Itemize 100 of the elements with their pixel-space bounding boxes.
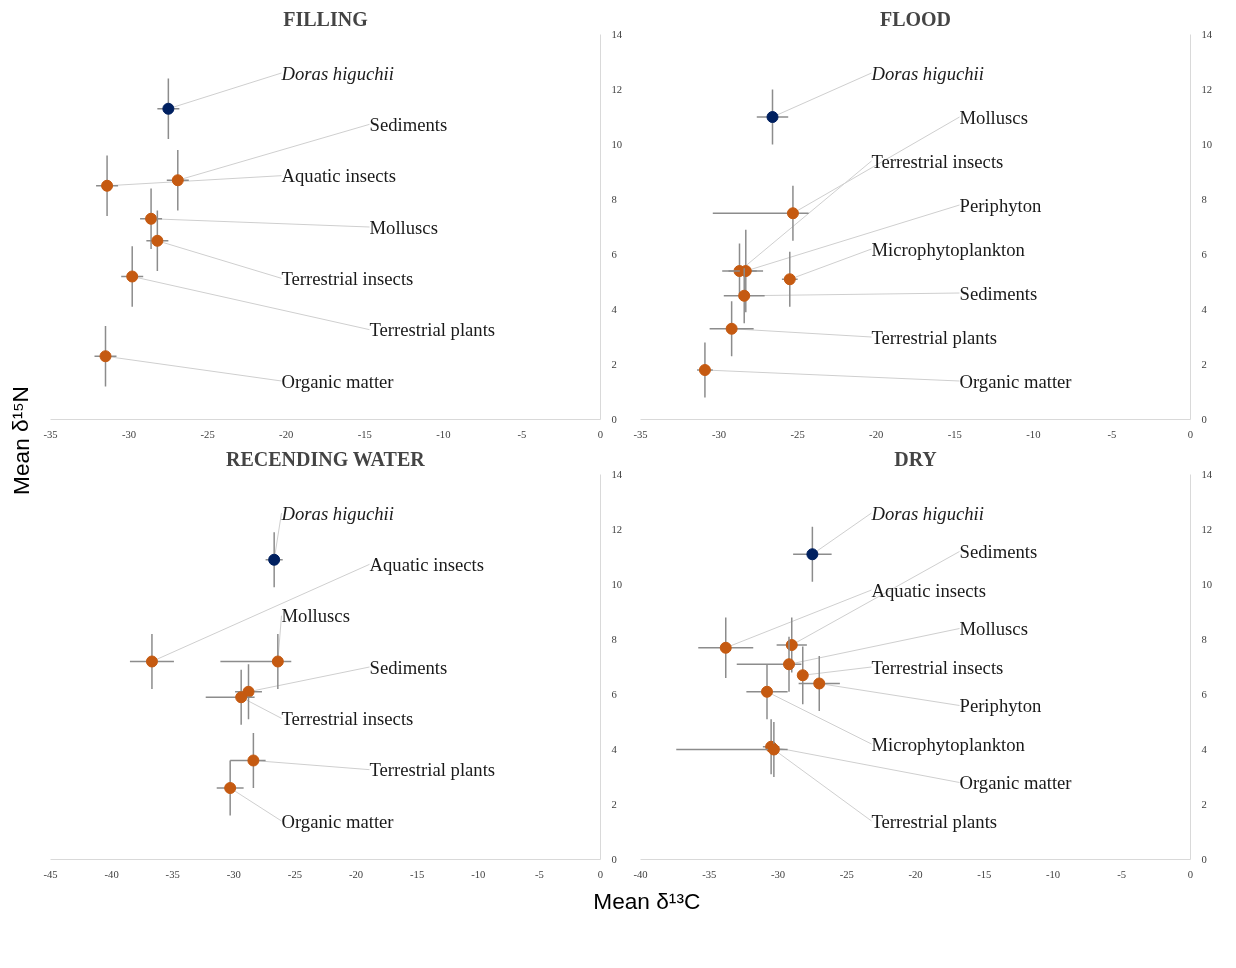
y-tick-label: 14 [1201, 29, 1213, 40]
text: Organic matter [281, 810, 395, 832]
text: Terrestrial insects [871, 150, 1004, 172]
x-tick-label: -5 [534, 868, 544, 880]
x-tick-label: -15 [357, 428, 372, 440]
text: Terrestrial plants [369, 759, 496, 781]
x-tick-label: -35 [165, 868, 180, 880]
y-tick-label: 8 [611, 634, 617, 645]
y-tick-label: 0 [611, 414, 617, 425]
x-tick-label: -20 [279, 428, 294, 440]
y-tick-label: 4 [611, 304, 618, 315]
x-tick-label: -15 [410, 868, 425, 880]
text: Sediments [959, 282, 1038, 304]
chart-title: FLOOD [879, 7, 952, 30]
text: Molluscs [959, 106, 1028, 128]
text: Aquatic insects [369, 553, 484, 575]
x-tick-label: -10 [471, 868, 486, 880]
y-tick-label: 2 [611, 799, 617, 810]
text: Doras higuchii [870, 502, 984, 524]
y-tick-label: 6 [1201, 689, 1208, 700]
text: Periphyton [959, 194, 1043, 216]
x-tick-label: -20 [908, 868, 923, 880]
y-tick-label: 2 [1201, 359, 1207, 370]
x-tick-label: -20 [348, 868, 364, 880]
y-tick-label: 12 [1201, 524, 1213, 535]
x-tick-label: -35 [702, 868, 717, 880]
x-tick-label: 0 [597, 428, 604, 440]
y-tick-label: 8 [611, 194, 617, 205]
y-tick-label: 8 [1201, 634, 1207, 645]
y-tick-label: 2 [1201, 799, 1207, 810]
x-tick-label: -25 [200, 428, 215, 440]
y-tick-label: 12 [611, 84, 623, 95]
y-tick-label: 14 [1201, 469, 1213, 480]
y-tick-label: 14 [611, 469, 623, 480]
y-tick-label: 6 [1201, 249, 1208, 260]
x-tick-label: -30 [121, 428, 137, 440]
chart-title: DRY [894, 447, 938, 470]
text: Molluscs [959, 618, 1028, 639]
text: Sediments [369, 656, 448, 678]
text: Terrestrial insects [871, 656, 1004, 678]
text: Microphytoplankton [871, 238, 1026, 260]
x-tick-label: -25 [839, 868, 854, 880]
text: Periphyton [959, 695, 1043, 716]
y-tick-label: 0 [611, 854, 617, 865]
y-tick-label: 4 [1201, 304, 1208, 315]
y-tick-label: 10 [1201, 579, 1213, 590]
y-tick-label: 6 [611, 249, 618, 260]
text: Organic matter [959, 370, 1073, 392]
x-tick-label: -15 [977, 868, 992, 880]
x-tick-label: -5 [517, 428, 527, 440]
x-tick-label: -40 [633, 868, 648, 880]
y-tick-label: 10 [611, 139, 623, 150]
series-label: Molluscs [281, 605, 350, 627]
x-tick-label: -25 [790, 428, 805, 440]
series-label: Terrestrial insects [281, 707, 414, 729]
x-tick-label: -25 [287, 868, 303, 880]
y-tick-label: 10 [1201, 139, 1213, 150]
x-tick-label: -5 [1107, 428, 1117, 440]
text: Organic matter [959, 772, 1073, 793]
chart-title: FILLING [283, 7, 369, 30]
y-tick-label: 12 [611, 524, 623, 535]
y-tick-label: 14 [611, 29, 623, 40]
text: Sediments [959, 541, 1038, 562]
y-tick-label: 0 [1201, 414, 1207, 425]
chart-title: RECENDING WATER [225, 447, 426, 470]
text: Aquatic insects [281, 165, 396, 187]
text: Molluscs [369, 216, 438, 238]
y-tick-label: 0 [1201, 854, 1207, 865]
text: Terrestrial plants [871, 326, 998, 348]
text: Terrestrial plants [369, 319, 496, 341]
text: Organic matter [281, 370, 395, 392]
x-tick-label: -35 [43, 428, 58, 440]
x-tick-label: -30 [770, 868, 786, 880]
x-tick-label: -30 [711, 428, 727, 440]
y-axis-title: Mean δ¹⁵N [7, 386, 34, 495]
text: Microphytoplankton [871, 733, 1026, 755]
y-tick-label: 4 [1201, 744, 1208, 755]
y-tick-label: 10 [611, 579, 623, 590]
y-tick-label: 8 [1201, 194, 1207, 205]
x-tick-label: -35 [633, 428, 648, 440]
series-label: Doras higuchii [280, 502, 394, 524]
text: Terrestrial insects [281, 267, 414, 289]
x-axis-title: Mean δ¹³C [593, 887, 701, 914]
x-tick-label: 0 [597, 868, 604, 880]
x-tick-label: -45 [43, 868, 58, 880]
text: Doras higuchii [280, 62, 394, 84]
x-tick-label: -10 [436, 428, 451, 440]
text: Terrestrial plants [871, 810, 998, 832]
text: Aquatic insects [871, 579, 986, 601]
y-tick-label: 2 [611, 359, 617, 370]
y-tick-label: 12 [1201, 84, 1213, 95]
x-tick-label: -5 [1117, 868, 1127, 880]
x-tick-label: -30 [226, 868, 241, 880]
x-tick-label: -40 [104, 868, 119, 880]
y-tick-label: 6 [611, 689, 618, 700]
text: Sediments [369, 113, 448, 135]
x-tick-label: 0 [1187, 428, 1194, 440]
x-tick-label: -10 [1026, 428, 1041, 440]
y-tick-label: 4 [611, 744, 618, 755]
x-tick-label: -20 [869, 428, 884, 440]
